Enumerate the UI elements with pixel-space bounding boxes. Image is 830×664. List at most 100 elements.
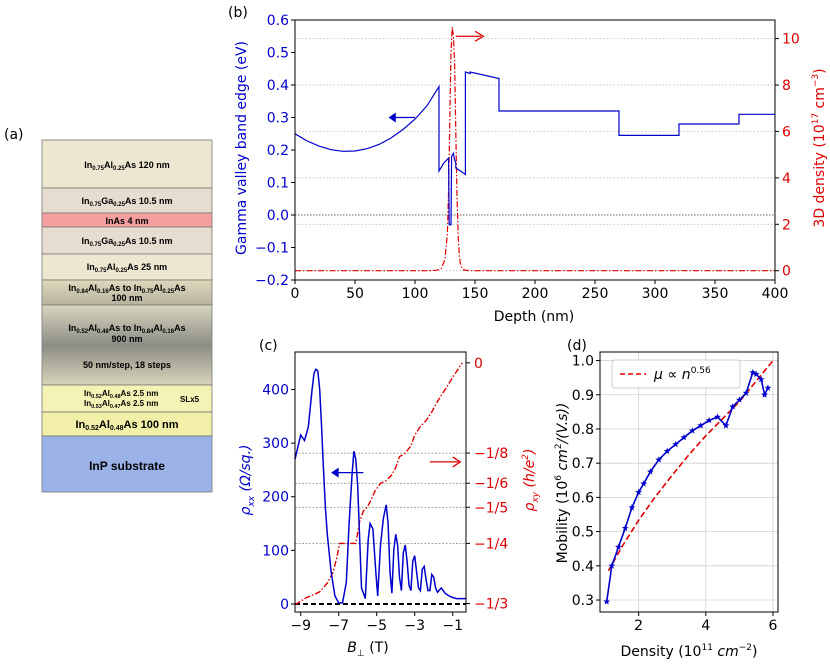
chart-d-data-point-13 — [697, 422, 705, 429]
chart-b-y2tick-label-2: 4 — [782, 171, 791, 187]
chart-b-xtick-label-6: 300 — [642, 286, 669, 302]
chart-d-data-point-1 — [608, 562, 616, 569]
panel-label-c: (c) — [259, 338, 278, 354]
chart-d-data-point-15 — [714, 413, 721, 420]
chart-b-xtick-label-4: 200 — [522, 286, 549, 302]
layer-stack-diagram: In0.75Al0.25As 120 nm In0.75Ga0.25As 10.… — [41, 139, 213, 493]
chart-b-xtick-label-7: 350 — [702, 286, 729, 302]
chart-b-y2tick-label-0: 0 — [782, 264, 791, 280]
chart-d-data-point-24 — [764, 384, 772, 391]
chart-d-data-line — [605, 371, 769, 602]
chart-d-ytick-label-2: 0.5 — [572, 525, 594, 541]
chart-d-ytick-label-6: 0.9 — [572, 388, 594, 404]
chart-d-data-point-0 — [603, 598, 611, 605]
chart-b-xtick-label-3: 150 — [462, 286, 489, 302]
layer-label-4: In0.75Al0.25As 25 nm — [87, 262, 167, 274]
layer-label-3: In0.75Ga0.25As 10.5 nm — [82, 236, 173, 248]
chart-d-xtick-label-0: 2 — [634, 618, 643, 634]
chart-c-xtick-label-3: −3 — [404, 618, 425, 634]
chart-c-y2label: ρxy (h/e2) — [521, 449, 541, 512]
chart-d-data-point-21 — [752, 370, 760, 378]
chart-c-xtick-label-1: −7 — [328, 618, 349, 634]
chart-b-y2tick-label-4: 8 — [782, 78, 791, 94]
layer-label-6a: In0.52Al0.48As to In0.84Al0.16As — [68, 323, 185, 335]
layer-label-1: In0.75Ga0.25As 10.5 nm — [82, 196, 173, 208]
chart-b-density-line — [295, 26, 775, 272]
chart-c-y2tick-label-3: −1/5 — [474, 500, 508, 516]
chart-d-data-point-20 — [749, 368, 757, 376]
layer-label-5a: In0.84Al0.16As to In0.75Al0.25As — [68, 283, 185, 295]
chart-d-data-point-5 — [635, 488, 642, 496]
chart-b-y2tick-label-1: 2 — [782, 217, 791, 233]
chart-d-legend-box — [611, 359, 741, 389]
chart-d-data-point-18 — [736, 396, 743, 403]
chart-b-xlabel: Depth (nm) — [494, 309, 575, 325]
chart-d-data-point-8 — [655, 456, 663, 463]
chart-b-y2tick-label-3: 6 — [782, 124, 791, 140]
chart-c-xtick-label-0: −9 — [290, 618, 311, 634]
chart-b-xtick-label-0: 0 — [291, 286, 300, 302]
chart-c-y2tick-label-2: −1/6 — [474, 476, 508, 492]
chart-c-left-arrow-head — [331, 467, 339, 478]
chart-c-ytick-label-4: 400 — [262, 383, 289, 399]
chart-c-ytick-label-0: 0 — [280, 597, 289, 613]
layer-inalas-120 — [41, 139, 213, 189]
chart-b-right-arrow-head — [474, 30, 485, 42]
chart-b-ytick-label-4: 0.2 — [267, 143, 289, 159]
chart-b-frame — [294, 19, 776, 281]
chart-c-ytick-label-1: 100 — [262, 543, 289, 559]
chart-d-data-point-22 — [757, 375, 765, 383]
layer-label-8: In0.52Al0.48As 100 nm — [75, 419, 178, 432]
layer-label-7a: In0.52Al0.48As 2.5 nm — [84, 389, 158, 400]
chart-d-ytick-label-0: 0.3 — [572, 593, 594, 609]
chart-d-data-point-19 — [742, 389, 750, 396]
chart-b-y2label: 3D density (1017 cm−3) — [811, 68, 828, 227]
chart-d-data-point-12 — [688, 427, 696, 434]
chart-d-data-point-4 — [628, 504, 636, 511]
chart-d-data-point-3 — [621, 524, 629, 532]
chart-c-y2tick-label-0: 0 — [474, 356, 483, 372]
chart-b-band-line — [294, 71, 775, 226]
chart-d-data-point-23 — [761, 391, 768, 398]
chart-c-rxx-line — [294, 367, 466, 604]
chart-c-ytick-label-3: 300 — [262, 436, 289, 452]
chart-c-y2tick-label-1: −1/8 — [474, 446, 508, 462]
chart-d-xlabel: Density (1011 cm−2) — [621, 643, 758, 660]
chart-b-ytick-label-8: 0.6 — [267, 13, 289, 29]
panel-label-d: (d) — [567, 338, 587, 354]
chart-d-data-point-14 — [705, 416, 713, 424]
chart-d-ytick-label-4: 0.7 — [572, 456, 594, 472]
layer-label-9: InP substrate — [89, 459, 165, 473]
layer-inp-substrate — [41, 435, 213, 493]
chart-b-xtick-label-5: 250 — [582, 286, 609, 302]
chart-b-ytick-label-3: 0.1 — [267, 176, 289, 192]
panel-label-b: (b) — [228, 5, 248, 21]
layer-inalas-100 — [41, 411, 213, 437]
chart-d-ytick-label-7: 1.0 — [572, 354, 594, 370]
chart-c-ylabel: ρxx (Ω/sq.) — [238, 445, 257, 516]
chart-d-ytick-label-5: 0.8 — [572, 422, 594, 438]
layer-label-6b: 900 nm — [111, 334, 142, 344]
chart-d-data-point-6 — [640, 480, 648, 487]
layer-label-6c: 50 nm/step, 18 steps — [83, 360, 171, 370]
chart-b-left-arrow-head — [388, 112, 396, 123]
chart-b-ytick-label-5: 0.3 — [267, 111, 289, 127]
chart-c-xtick-label-2: −5 — [366, 618, 387, 634]
layer-label-0: In0.75Al0.25As 120 nm — [84, 160, 169, 172]
chart-c-xtick-label-4: −1 — [442, 618, 463, 634]
layer-ingaas-bottom — [41, 226, 213, 255]
chart-b-ylabel: Gamma valley band edge (eV) — [234, 41, 250, 255]
chart-d-mobility: μ ∝ n0.56 0.3 0.4 0.5 0.6 0.7 0.8 0.9 1.0 2 4 6 — [572, 351, 779, 634]
chart-d-frame — [599, 351, 779, 613]
chart-d-ytick-label-3: 0.6 — [572, 490, 594, 506]
panel-label-a: (a) — [4, 127, 24, 143]
layer-ingaas-top — [41, 187, 213, 214]
chart-c-frame — [294, 351, 467, 613]
chart-d-data-point-16 — [722, 422, 730, 429]
chart-b-ytick-label-1: −0.1 — [255, 241, 289, 257]
chart-c-magnetotransport: 0 100 200 300 400 0 −1/8 −1/6 −1/5 −1/4 −1/3 −9 −7 −5… — [262, 351, 508, 634]
chart-b-xtick-label-2: 100 — [402, 286, 429, 302]
chart-d-data-point-10 — [672, 440, 679, 448]
